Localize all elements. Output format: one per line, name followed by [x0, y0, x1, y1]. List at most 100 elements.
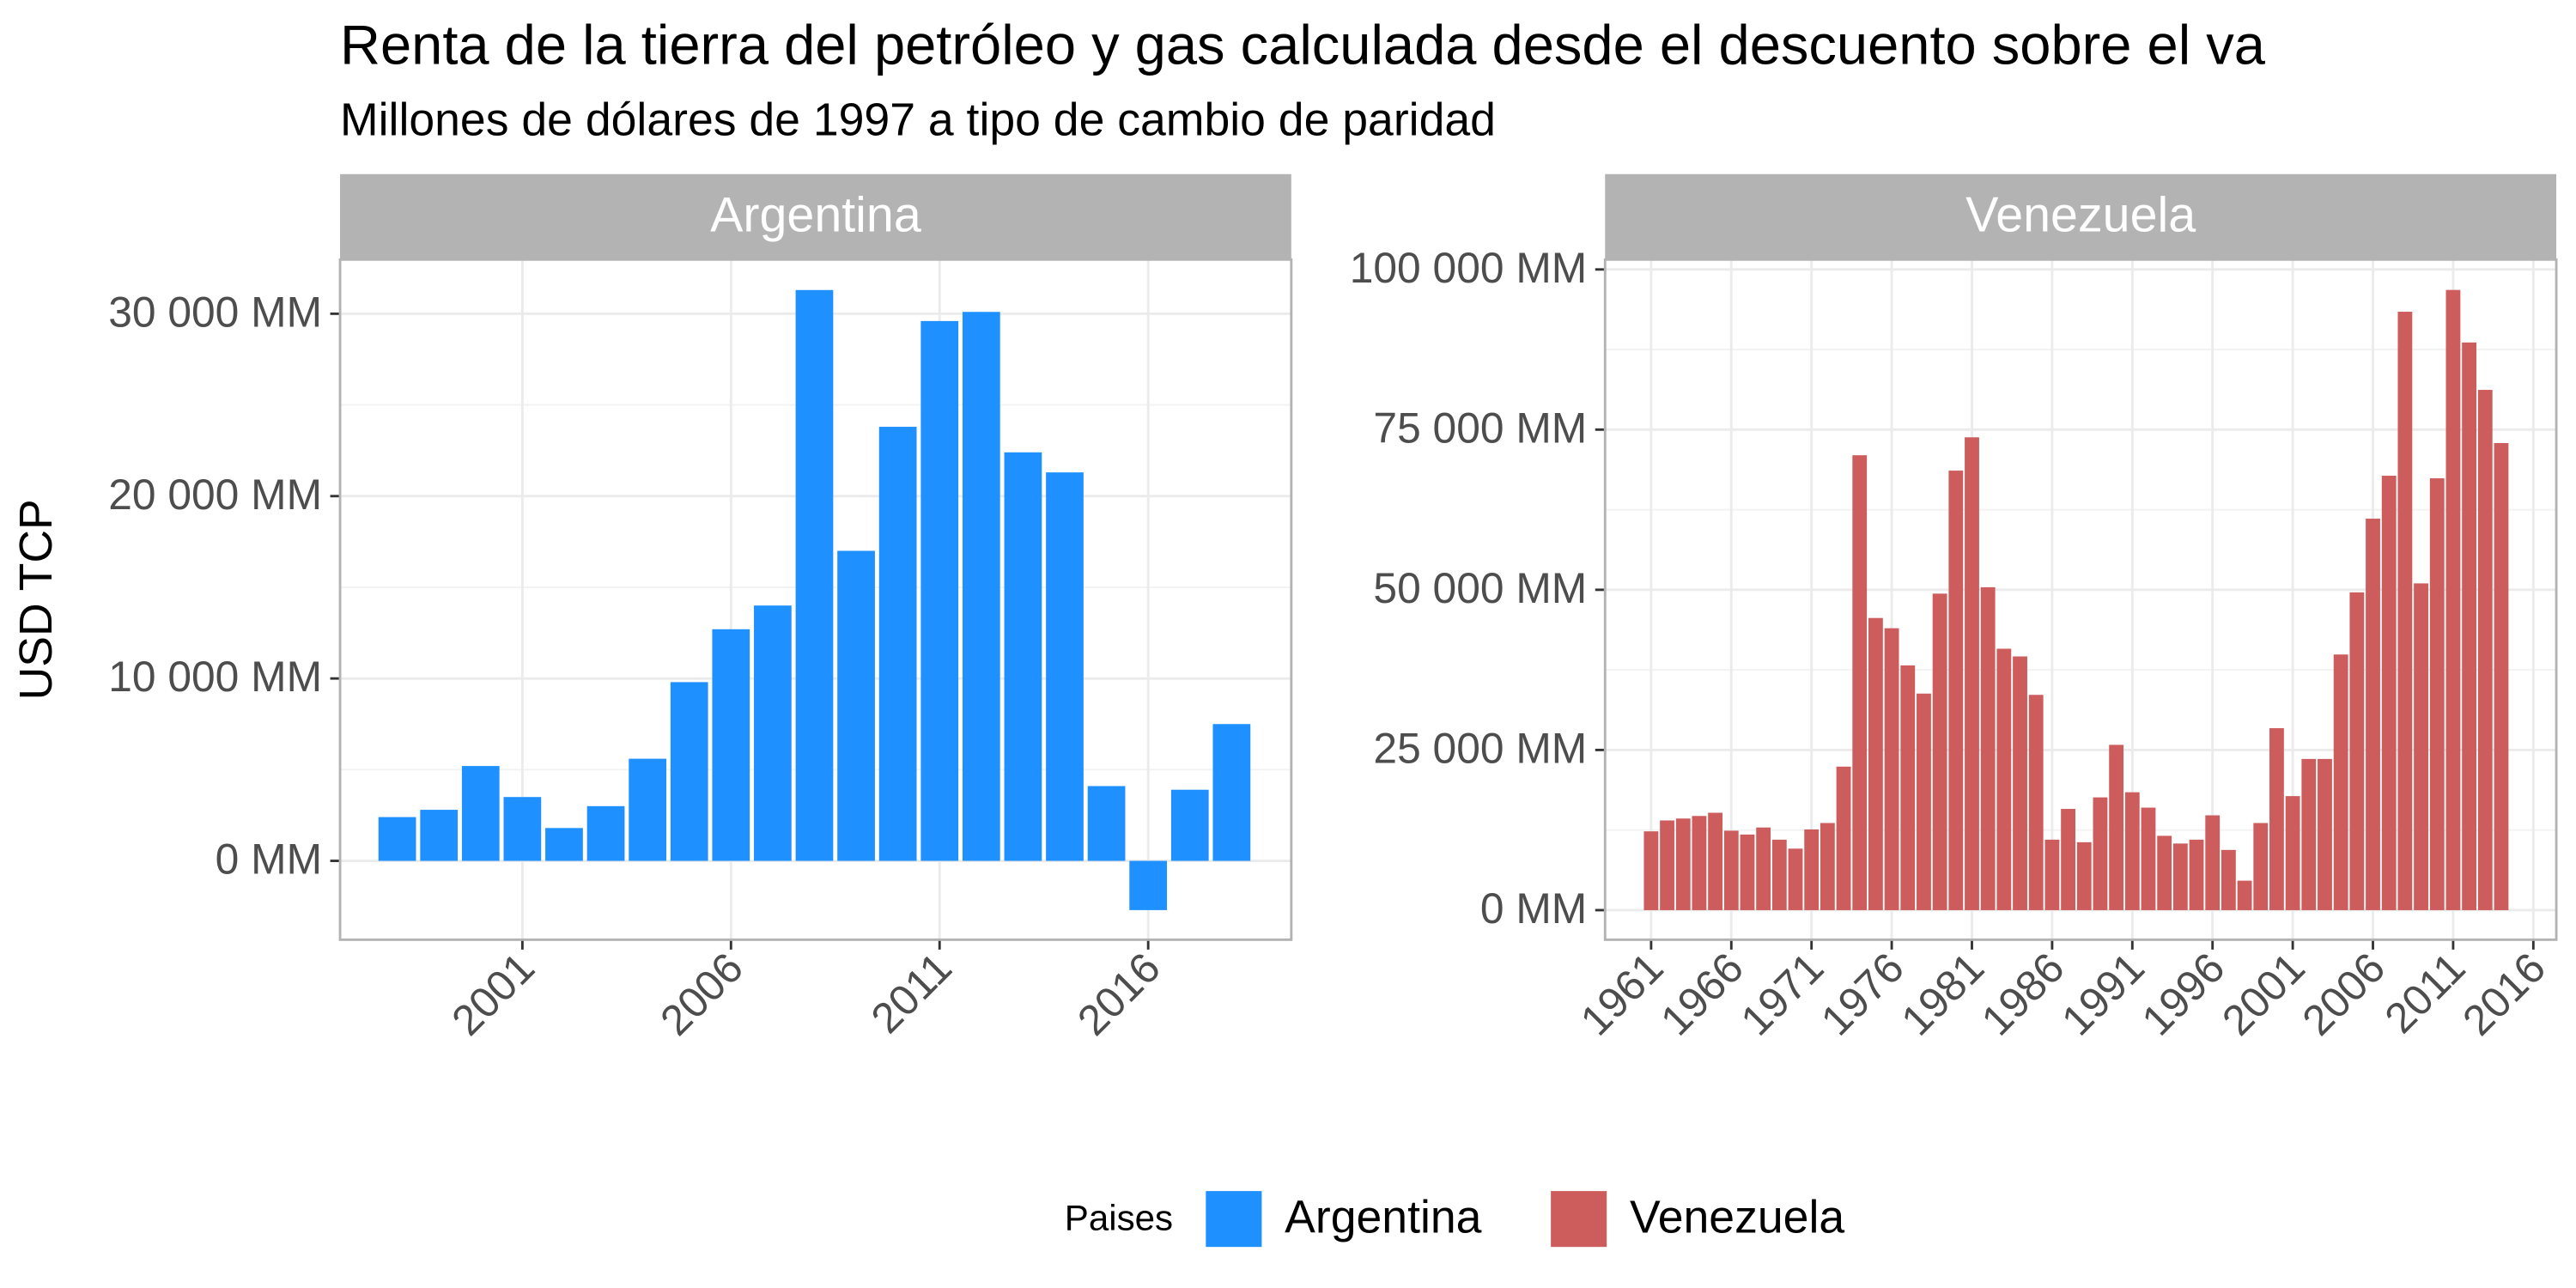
x-tick-label: 1966	[1651, 944, 1753, 1045]
x-tick-label: 1996	[2133, 944, 2234, 1045]
bar	[962, 312, 1000, 861]
y-tick-label: 25 000 MM	[1373, 724, 1587, 772]
bar	[2189, 839, 2204, 910]
bar	[2044, 839, 2060, 910]
bar	[1884, 628, 1899, 910]
bar	[1723, 830, 1739, 910]
bar	[1836, 766, 1851, 910]
y-tick-label: 30 000 MM	[108, 288, 322, 336]
bar	[1129, 860, 1168, 910]
x-tick-label: 2011	[862, 944, 961, 1042]
bar	[2318, 758, 2332, 910]
y-axis-label: USD TCP	[11, 499, 62, 700]
panel-background	[1605, 259, 2557, 940]
legend-swatch	[1206, 1191, 1262, 1248]
legend-item: Argentina	[1206, 1191, 1482, 1248]
bar	[1212, 724, 1251, 861]
x-tick-label: 2001	[442, 944, 544, 1045]
bar	[754, 605, 792, 861]
bar	[712, 629, 750, 861]
bar	[461, 766, 500, 861]
bar	[2381, 476, 2397, 910]
chart-title: Renta de la tierra del petróleo y gas ca…	[340, 14, 2266, 76]
x-tick-label: 1986	[1972, 944, 2074, 1045]
bar	[2237, 880, 2252, 910]
bar	[1771, 839, 1787, 910]
bar	[586, 805, 625, 861]
bar	[2301, 758, 2317, 910]
x-tick-label: 2001	[2213, 944, 2314, 1045]
bar	[2172, 843, 2188, 910]
bar	[920, 320, 959, 861]
y-tick-label: 0 MM	[216, 835, 322, 884]
bar	[2462, 342, 2477, 910]
bar	[378, 817, 416, 861]
bar	[795, 289, 834, 861]
bar	[2349, 592, 2365, 910]
legend-label: Argentina	[1285, 1193, 1481, 1243]
bar	[1965, 437, 1979, 910]
bar	[1087, 786, 1126, 861]
bar	[1932, 593, 1947, 910]
bar	[2494, 442, 2509, 910]
bar	[1708, 812, 1723, 910]
legend-title: Paises	[1065, 1198, 1173, 1238]
y-tick-label: 0 MM	[1480, 884, 1587, 933]
x-tick-label: 1981	[1892, 944, 1993, 1045]
x-tick-label: 2016	[2453, 944, 2555, 1045]
bar	[1804, 829, 1820, 910]
x-tick-label: 1971	[1732, 944, 1833, 1045]
bar	[1675, 818, 1691, 910]
bar	[2429, 478, 2445, 910]
panel-border	[1603, 258, 2558, 941]
bar	[878, 427, 917, 861]
legend-label: Venezuela	[1630, 1193, 1844, 1243]
bar	[2061, 809, 2075, 910]
bar	[2269, 728, 2284, 910]
x-tick-label: 1991	[2052, 944, 2154, 1045]
y-tick-label: 10 000 MM	[108, 653, 322, 701]
bar	[2366, 519, 2380, 910]
bar	[2221, 849, 2236, 910]
bar	[1660, 820, 1674, 910]
bar	[1756, 827, 1771, 910]
bar	[2205, 815, 2221, 910]
y-tick-label: 75 000 MM	[1373, 404, 1587, 452]
bar	[2157, 835, 2172, 910]
x-tick-label: 1961	[1571, 944, 1673, 1045]
bar	[837, 550, 875, 861]
bar	[670, 682, 708, 861]
y-tick-label: 50 000 MM	[1373, 564, 1587, 612]
bar	[1643, 831, 1659, 910]
facet-strip-label: Argentina	[710, 188, 921, 243]
y-tick-label: 100 000 MM	[1350, 244, 1587, 292]
bar	[629, 758, 666, 861]
bar	[1852, 455, 1868, 910]
bar	[420, 810, 459, 861]
chart-subtitle: Millones de dólares de 1997 a tipo de ca…	[340, 95, 1496, 146]
bar	[2285, 796, 2300, 910]
bar	[1170, 789, 1209, 861]
bar	[2028, 695, 2044, 910]
legend-item: Venezuela	[1551, 1191, 1844, 1248]
y-tick-label: 20 000 MM	[108, 471, 322, 519]
facet-strip	[1605, 173, 2557, 260]
bar	[2445, 289, 2461, 910]
x-tick-label: 2016	[1068, 944, 1170, 1045]
bar	[2141, 807, 2156, 910]
bar	[2109, 744, 2124, 910]
bar	[2414, 583, 2428, 910]
facet-strip	[340, 173, 1291, 260]
bar	[1820, 823, 1835, 910]
bar	[1788, 848, 1803, 910]
bar	[545, 828, 583, 861]
bar	[503, 797, 542, 861]
bar	[1917, 693, 1931, 910]
bar	[2093, 797, 2108, 910]
x-tick-label: 2006	[651, 944, 752, 1045]
bar	[2253, 823, 2269, 910]
x-tick-label: 2006	[2293, 944, 2394, 1045]
bar	[1948, 471, 1964, 910]
bar	[1868, 617, 1883, 910]
bar	[2477, 390, 2493, 910]
